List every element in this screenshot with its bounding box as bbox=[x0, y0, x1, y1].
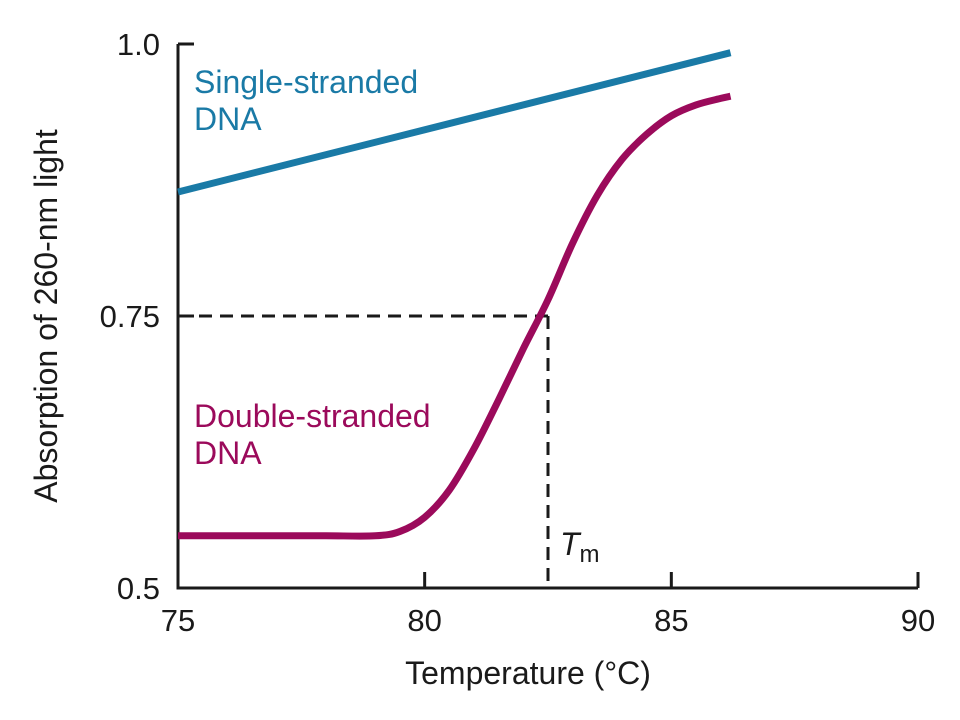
x-tick-label: 80 bbox=[407, 603, 441, 638]
x-tick-label: 85 bbox=[654, 603, 688, 638]
single-stranded-label-line: DNA bbox=[194, 101, 262, 137]
x-tick-label: 75 bbox=[161, 603, 195, 638]
double-stranded-label-line: DNA bbox=[194, 435, 262, 471]
series-lines bbox=[177, 49, 732, 540]
y-tick-label: 0.75 bbox=[100, 299, 160, 334]
tm-guide-lines bbox=[178, 314, 550, 588]
x-tick-label: 90 bbox=[901, 603, 935, 638]
tm-label: Tm bbox=[560, 526, 600, 568]
y-tick-label: 0.5 bbox=[117, 571, 160, 606]
double-stranded-line bbox=[177, 92, 732, 540]
x-axis-label: Temperature (°C) bbox=[405, 655, 651, 691]
tm-label-subscript: m bbox=[580, 541, 600, 568]
y-axis-label: Absorption of 260-nm light bbox=[28, 129, 64, 503]
single-stranded-label-line: Single-stranded bbox=[194, 64, 418, 100]
double-stranded-label-line: Double-stranded bbox=[194, 398, 431, 434]
tm-label-letter: T bbox=[560, 526, 582, 562]
single-stranded-label: Single-stranded DNA bbox=[194, 64, 418, 137]
single-stranded-line bbox=[177, 49, 732, 196]
y-tick-label: 1.0 bbox=[117, 27, 160, 62]
double-stranded-label: Double-stranded DNA bbox=[194, 398, 431, 471]
